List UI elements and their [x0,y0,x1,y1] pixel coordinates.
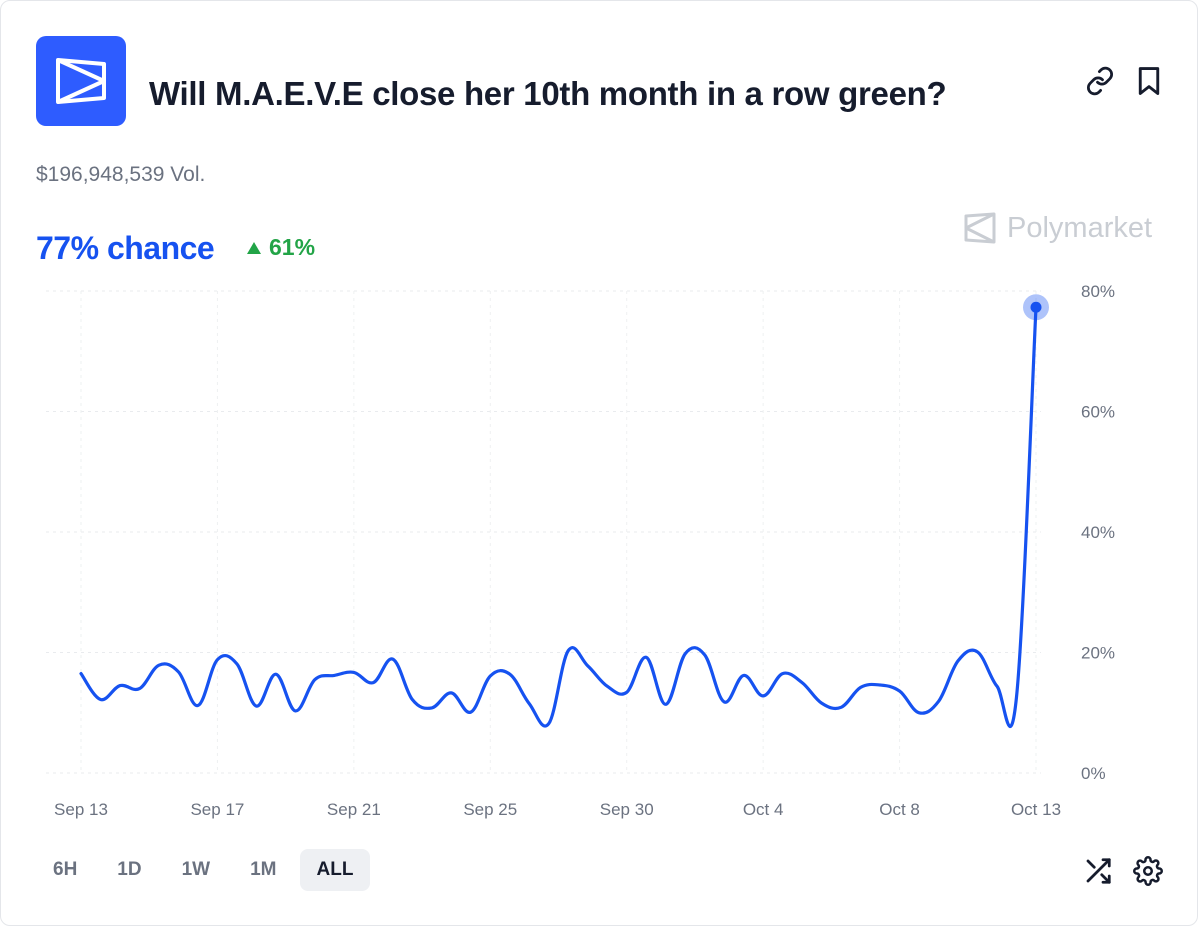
y-tick-label: 80% [1081,282,1115,301]
shuffle-button[interactable] [1081,854,1115,888]
x-tick-label: Sep 13 [54,800,108,819]
range-button-1w[interactable]: 1W [181,859,211,880]
copy-link-button[interactable] [1083,64,1117,98]
market-title: Will M.A.E.V.E close her 10th month in a… [149,75,947,112]
range-button-1m[interactable]: 1M [250,859,277,880]
polymarket-logo-icon [964,212,996,244]
x-tick-label: Sep 25 [463,800,517,819]
price-chart: 0%20%40%60%80% Sep 13 Sep 17 Sep 21 Sep 25 S… [46,282,1115,819]
x-tick-label: Sep 17 [190,800,244,819]
gear-icon [1133,856,1163,886]
watermark-text: Polymarket [1007,211,1153,244]
range-button-6h[interactable]: 6H [53,859,78,880]
market-logo [36,36,126,126]
series-line [79,305,1038,729]
settings-button[interactable] [1131,854,1165,888]
shuffle-icon [1086,858,1111,884]
chance-value: 77% chance [36,230,215,266]
y-tick-label: 20% [1081,644,1115,663]
chart-grid [46,290,1041,774]
x-tick-label: Sep 21 [327,800,381,819]
x-tick-label: Oct 13 [1011,800,1061,819]
last-point-marker [1030,301,1042,313]
volume-label: $196,948,539 Vol. [36,163,206,186]
y-axis-ticks: 0% 20% 40% 60% 80% [1081,282,1115,783]
bookmark-icon [1138,67,1160,95]
y-tick-label: 40% [1081,523,1115,542]
range-button-all[interactable]: ALL [299,849,371,891]
triangle-up-icon [247,241,261,254]
bookmark-button[interactable] [1132,64,1166,98]
maeve-logo-icon [56,58,106,104]
x-axis-ticks: Sep 13 Sep 17 Sep 21 Sep 25 Sep 30 Oct 4 Oct 8… [54,800,1061,819]
change-indicator: 61% [247,234,315,261]
x-tick-label: Sep 30 [600,800,654,819]
change-value: 61% [269,234,316,260]
link-icon [1087,66,1113,96]
y-tick-label: 0% [1081,764,1106,783]
range-button-1d[interactable]: 1D [117,859,142,880]
chart-series [79,294,1049,729]
y-tick-label: 60% [1081,403,1115,422]
time-range-selector: 6H 1D 1W 1M ALL [36,849,371,891]
x-tick-label: Oct 8 [879,800,920,819]
polymarket-watermark: Polymarket [963,211,1152,245]
x-tick-label: Oct 4 [743,800,784,819]
